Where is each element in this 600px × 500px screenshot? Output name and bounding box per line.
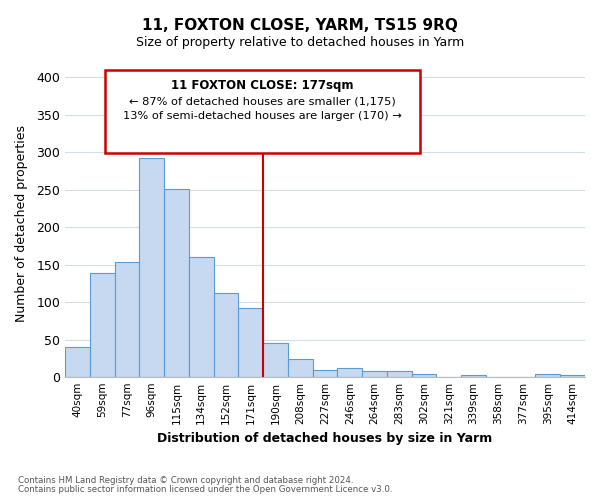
Bar [65,348,90,378]
Bar [164,189,189,378]
Text: Contains HM Land Registry data © Crown copyright and database right 2024.: Contains HM Land Registry data © Crown c… [18,476,353,485]
Bar [313,370,337,378]
Bar [560,375,585,378]
Text: ← 87% of detached houses are smaller (1,175): ← 87% of detached houses are smaller (1,… [129,96,396,106]
Text: 11 FOXTON CLOSE: 177sqm: 11 FOXTON CLOSE: 177sqm [171,79,354,92]
Bar [115,262,139,378]
Bar [238,308,263,378]
Bar [412,374,436,378]
Bar [263,343,288,378]
Text: Contains public sector information licensed under the Open Government Licence v3: Contains public sector information licen… [18,485,392,494]
Bar [189,258,214,378]
Y-axis label: Number of detached properties: Number of detached properties [15,125,28,322]
Bar [139,158,164,378]
Bar [535,374,560,378]
X-axis label: Distribution of detached houses by size in Yarm: Distribution of detached houses by size … [157,432,493,445]
Bar [214,292,238,378]
Text: Size of property relative to detached houses in Yarm: Size of property relative to detached ho… [136,36,464,49]
Text: 11, FOXTON CLOSE, YARM, TS15 9RQ: 11, FOXTON CLOSE, YARM, TS15 9RQ [142,18,458,32]
Bar [461,375,486,378]
Bar [362,372,387,378]
Bar [288,358,313,378]
Text: 13% of semi-detached houses are larger (170) →: 13% of semi-detached houses are larger (… [123,111,402,121]
Bar [90,273,115,378]
Bar [337,368,362,378]
Bar [387,372,412,378]
